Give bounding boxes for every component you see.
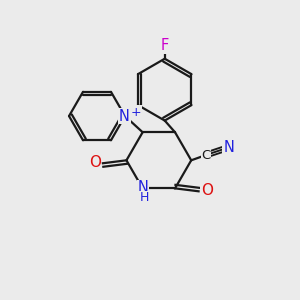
Text: C: C	[201, 148, 211, 161]
Text: H: H	[140, 191, 149, 204]
Text: N: N	[119, 109, 130, 124]
Text: O: O	[88, 155, 101, 170]
Text: +: +	[131, 106, 142, 119]
Text: N: N	[138, 180, 149, 195]
Text: O: O	[201, 183, 213, 198]
Text: F: F	[160, 38, 169, 53]
Text: N: N	[223, 140, 234, 155]
